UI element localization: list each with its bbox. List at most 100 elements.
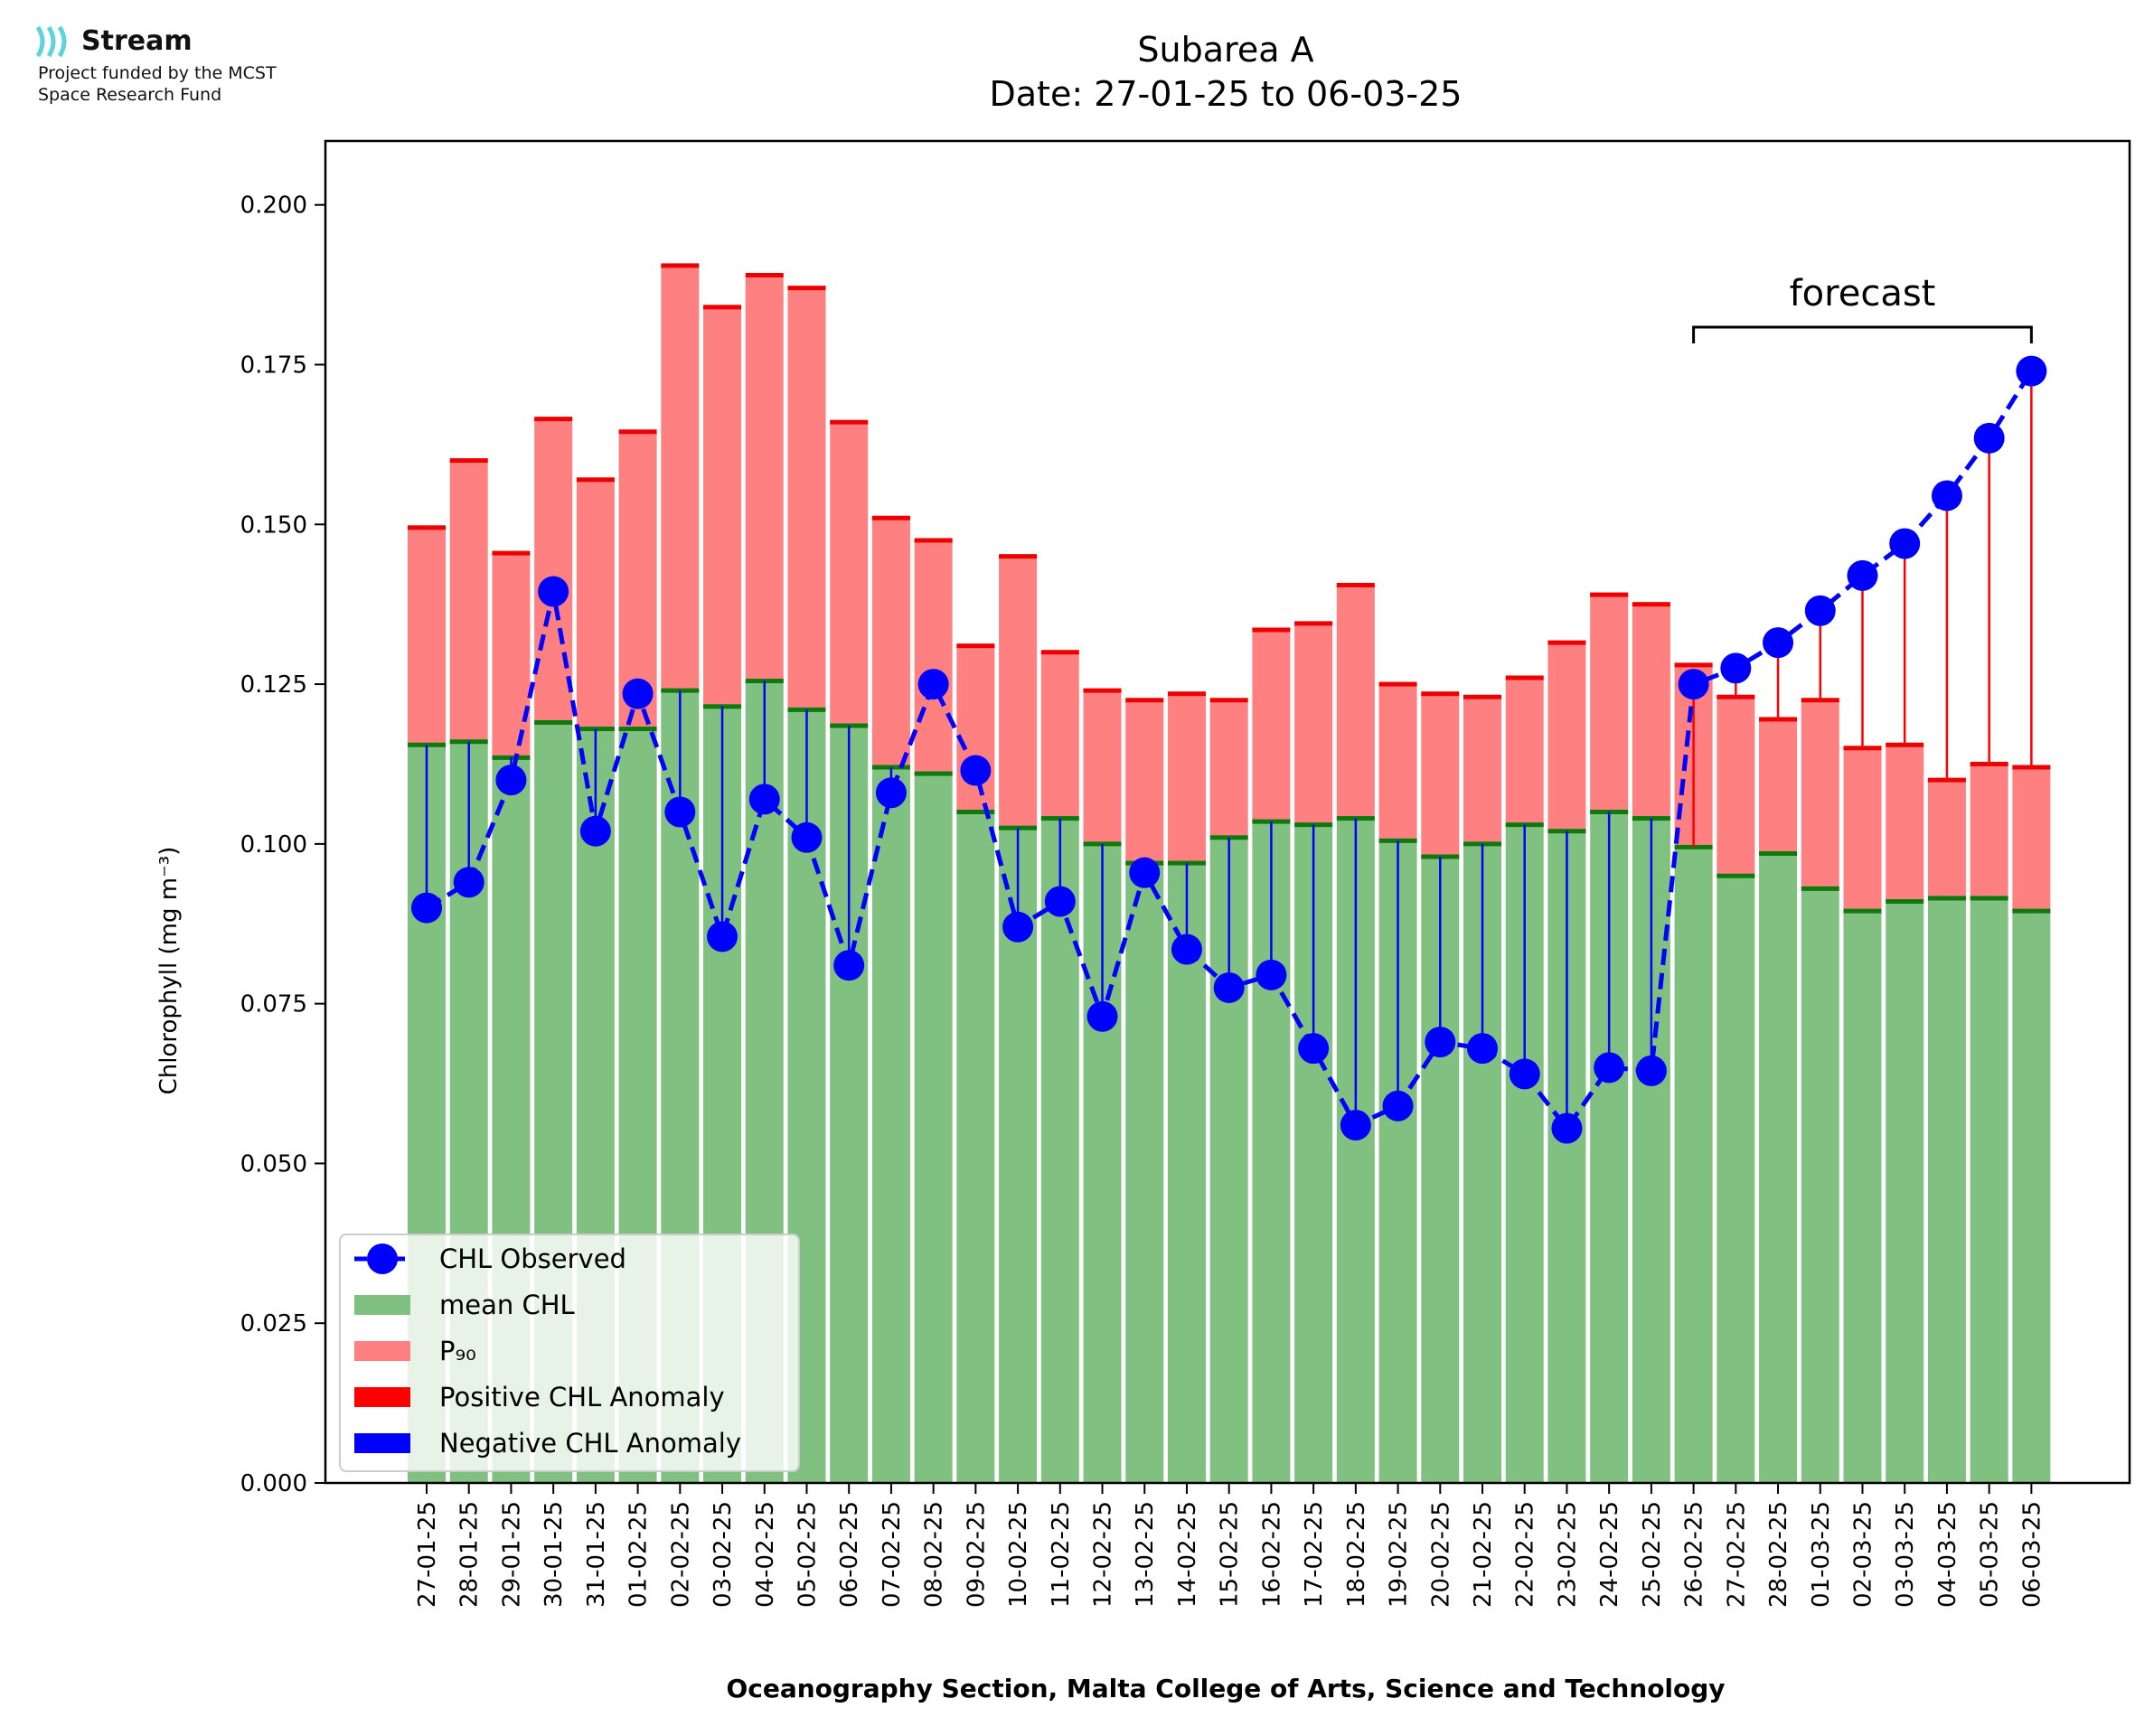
y-tick-label: 0.200 [240,192,307,220]
x-tick-label: 04-02-25 [752,1501,779,1608]
x-tick-label: 26-02-25 [1681,1501,1708,1608]
p90-bar [1717,697,1755,877]
mean-cap [2012,908,2051,914]
p90-bar [914,540,953,774]
mean-bar [2012,911,2051,1483]
x-tick-label: 03-03-25 [1892,1501,1919,1608]
x-tick-label: 20-02-25 [1427,1501,1454,1608]
observed-point [1086,1000,1118,1032]
p90-bar [1505,678,1544,825]
x-tick-label: 10-02-25 [1005,1501,1032,1608]
x-tick-label: 03-02-25 [710,1501,737,1608]
logo-funding-line-2: Space Research Fund [38,85,222,105]
mean-cap [534,720,573,725]
mean-cap [1927,896,1966,901]
p90-cap [787,286,826,291]
p90-cap [1632,602,1670,607]
x-tick-label: 28-01-25 [456,1501,484,1608]
p90-bar [1336,585,1375,819]
p90-cap [408,525,446,530]
p90-bar [408,527,446,746]
y-tick-label: 0.175 [240,352,307,380]
p90-bar [830,422,869,727]
x-tick-label: 06-03-25 [2018,1501,2046,1608]
legend-label: P₉₀ [439,1336,476,1366]
p90-bar [1421,693,1460,857]
y-tick-label: 0.025 [240,1310,307,1337]
observed-point [1044,886,1076,917]
p90-cap [1040,650,1079,655]
stream-waves-icon [35,25,67,58]
legend-label: mean CHL [439,1290,575,1320]
observed-point [1763,627,1794,659]
p90-bar [1632,604,1670,819]
p90-bar [534,418,573,723]
observed-point [833,950,865,981]
legend-swatch [354,1341,410,1361]
p90-bar [745,275,784,681]
mean-bar [1125,863,1164,1483]
observed-point [960,755,992,786]
x-tick-label: 27-02-25 [1723,1501,1750,1608]
p90-cap [1083,688,1122,693]
mean-bar [1843,911,1882,1483]
x-tick-label: 24-02-25 [1596,1501,1623,1608]
p90-bar [492,553,531,758]
mean-cap [914,771,953,776]
mean-bar [1040,818,1079,1483]
observed-point [875,777,907,809]
mean-cap [1759,850,1798,856]
p90-bar [1886,745,1924,902]
p90-bar [1209,699,1248,838]
legend: CHL Observed mean CHL P₉₀ Positive CHL Anom… [339,1234,800,1472]
legend-box [339,1234,800,1472]
p90-bar [1040,652,1079,819]
x-tick-label: 28-02-25 [1765,1501,1792,1608]
p90-bar [1252,629,1291,822]
x-tick-label: 05-02-25 [794,1501,821,1608]
p90-cap [534,417,573,422]
x-tick-label: 09-02-25 [963,1501,990,1608]
p90-bar [787,287,826,710]
p90-bar [1294,623,1333,825]
p90-cap [492,550,531,556]
p90-bar [956,645,995,812]
p90-cap [1547,640,1586,645]
x-tick-label: 31-01-25 [583,1501,610,1608]
mean-cap [618,727,657,732]
observed-point [1425,1027,1456,1058]
x-tick-label: 06-02-25 [836,1501,863,1608]
observed-point [1594,1052,1625,1084]
p90-cap [1674,662,1713,668]
y-tick-label: 0.075 [240,991,307,1018]
x-tick-label: 12-02-25 [1090,1501,1117,1608]
observed-point [453,867,484,898]
forecast-label: forecast [1790,273,1936,314]
p90-cap [449,458,488,464]
stream-logo: Stream Project funded by the MCST Space … [34,22,277,105]
logo-funding-line-1: Project funded by the MCST [38,63,277,83]
x-tick-label: 25-02-25 [1639,1501,1666,1608]
p90-cap [871,515,910,521]
observed-point [1973,422,2005,454]
mean-bar [914,774,953,1483]
chart-subtitle: Date: 27-01-25 to 06-03-25 [990,74,1463,114]
observed-point [1678,669,1709,700]
p90-cap [1167,691,1206,697]
x-tick-label: 27-01-25 [414,1501,441,1608]
observed-point [1847,559,1878,591]
plot-frame [324,139,2131,1485]
observed-point [411,892,442,924]
p90-bar [1590,595,1629,812]
p90-cap [914,538,953,543]
p90-cap [1252,627,1291,633]
legend-label: Negative CHL Anomaly [439,1428,741,1459]
mean-cap [1717,873,1755,878]
observed-point [707,921,738,952]
x-tick-label: 21-02-25 [1470,1501,1497,1608]
p90-bar [1083,690,1122,844]
p90-bar [1927,780,1966,898]
observed-point [664,796,696,828]
x-tick-label: 22-02-25 [1512,1501,1539,1608]
